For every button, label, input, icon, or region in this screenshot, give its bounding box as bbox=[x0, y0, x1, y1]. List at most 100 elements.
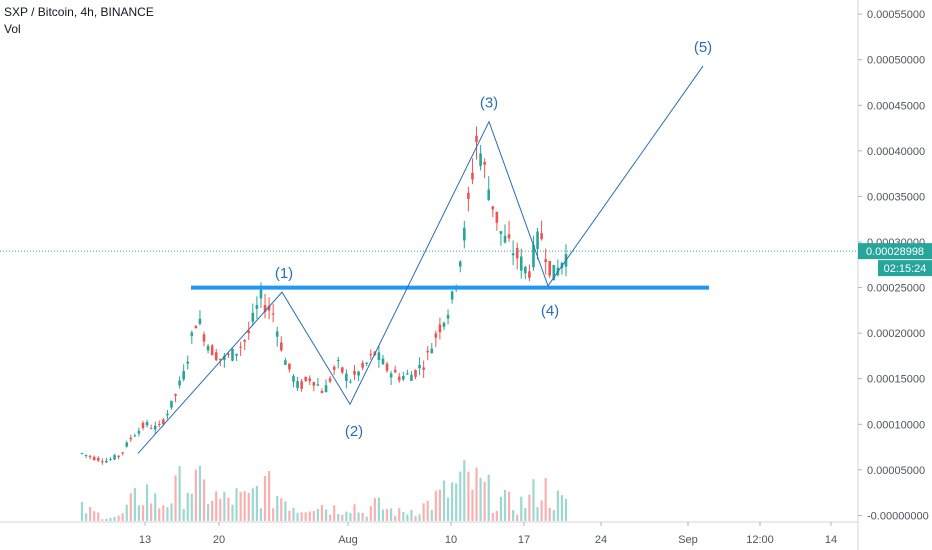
candle-body bbox=[141, 422, 145, 428]
volume-bar bbox=[365, 516, 368, 521]
candle-body bbox=[519, 256, 523, 271]
x-tick-label: 24 bbox=[595, 534, 607, 546]
candle-body bbox=[133, 435, 137, 437]
symbol-title: SXP / Bitcoin, 4h, BINANCE bbox=[4, 5, 154, 19]
y-tick-label: 0.00055000 bbox=[867, 9, 925, 21]
volume-bar bbox=[312, 510, 315, 521]
candle-body bbox=[284, 360, 287, 365]
candle-body bbox=[92, 457, 96, 461]
volume-bar bbox=[369, 506, 372, 521]
volume-bar bbox=[150, 503, 153, 521]
volume-bar bbox=[141, 505, 145, 521]
volume-bar bbox=[532, 479, 535, 521]
volume-bar bbox=[190, 493, 193, 521]
volume-bar bbox=[93, 511, 96, 521]
y-tick-label: 0.00005000 bbox=[867, 465, 925, 477]
candle-body bbox=[304, 376, 307, 381]
candle-body bbox=[414, 370, 417, 377]
x-tick-label: 14 bbox=[825, 534, 837, 546]
volume-bar bbox=[97, 512, 100, 521]
chart-header: SXP / Bitcoin, 4h, BINANCE Vol bbox=[4, 4, 154, 38]
wave-label: (3) bbox=[480, 95, 498, 112]
volume-bar bbox=[292, 507, 295, 521]
volume-bar bbox=[101, 519, 104, 521]
volume-bar bbox=[113, 517, 116, 521]
volume-bar bbox=[463, 460, 466, 521]
volume-bar bbox=[487, 474, 490, 521]
volume-bar bbox=[211, 500, 214, 521]
volume-bar bbox=[80, 502, 84, 521]
candle-body bbox=[369, 353, 373, 356]
candle-body bbox=[483, 162, 486, 165]
candle-body bbox=[328, 378, 332, 382]
volume-bar bbox=[117, 515, 120, 521]
candle-body bbox=[267, 305, 271, 311]
volume-bar bbox=[361, 512, 364, 521]
y-tick-label: 0.00025000 bbox=[867, 283, 925, 295]
candles-group bbox=[80, 126, 568, 465]
volume-bar bbox=[324, 509, 328, 521]
last-price-label: 0.00028998 bbox=[866, 246, 924, 258]
volume-bar bbox=[239, 491, 242, 521]
candle-body bbox=[495, 211, 499, 223]
candle-body bbox=[101, 461, 104, 463]
volume-bar bbox=[552, 510, 555, 521]
volume-bar bbox=[133, 488, 136, 521]
volume-bar bbox=[243, 491, 246, 521]
wave-label: (5) bbox=[694, 39, 712, 56]
candle-body bbox=[552, 264, 556, 281]
y-tick-label: 0.00015000 bbox=[867, 374, 925, 386]
candle-body bbox=[365, 362, 369, 364]
candle-body bbox=[402, 375, 405, 380]
candle-body bbox=[153, 425, 157, 430]
candle-body bbox=[406, 373, 409, 375]
candle-body bbox=[162, 419, 165, 425]
candle-body bbox=[532, 244, 535, 268]
volume-bar bbox=[170, 503, 173, 521]
volume-bar bbox=[349, 512, 352, 521]
y-tick-label: -0.00000000 bbox=[867, 510, 929, 522]
candle-body bbox=[430, 348, 434, 354]
candle-body bbox=[239, 346, 242, 348]
candle-body bbox=[125, 442, 129, 447]
volume-bar bbox=[491, 513, 494, 521]
candle-body bbox=[507, 234, 511, 239]
volume-bar bbox=[455, 483, 458, 521]
volume-bar bbox=[223, 492, 226, 521]
candle-body bbox=[202, 334, 206, 342]
y-tick-label: 0.00050000 bbox=[867, 55, 925, 67]
candle-body bbox=[463, 227, 466, 241]
candle-body bbox=[544, 259, 547, 263]
volume-bar bbox=[158, 508, 161, 521]
volume-bar bbox=[206, 504, 210, 521]
candle-body bbox=[540, 233, 543, 240]
volume-bar bbox=[353, 504, 356, 521]
volume-bar bbox=[316, 508, 319, 521]
volume-bar bbox=[422, 503, 425, 521]
volume-bar bbox=[84, 513, 88, 521]
volume-bar bbox=[255, 486, 258, 521]
candle-body bbox=[361, 362, 364, 368]
y-tick-label: 0.00045000 bbox=[867, 100, 925, 112]
x-tick-label: 10 bbox=[445, 534, 457, 546]
candle-body bbox=[471, 172, 474, 180]
candle-body bbox=[467, 192, 470, 199]
candle-body bbox=[157, 423, 161, 425]
volume-bar bbox=[178, 466, 181, 521]
volume-bar bbox=[483, 482, 486, 521]
candle-body bbox=[353, 370, 356, 375]
volume-bar bbox=[272, 508, 275, 521]
volume-bar bbox=[145, 484, 149, 521]
last-price-badge bbox=[858, 243, 932, 260]
candle-body bbox=[320, 390, 324, 394]
y-tick-label: 0.00035000 bbox=[867, 191, 925, 203]
candle-body bbox=[442, 322, 446, 327]
volume-bar bbox=[467, 471, 470, 521]
candle-body bbox=[499, 231, 503, 234]
candle-body bbox=[458, 261, 462, 267]
volume-bar bbox=[337, 514, 340, 521]
volume-bar bbox=[426, 500, 429, 521]
candle-body bbox=[487, 189, 491, 200]
candle-body bbox=[548, 261, 552, 276]
